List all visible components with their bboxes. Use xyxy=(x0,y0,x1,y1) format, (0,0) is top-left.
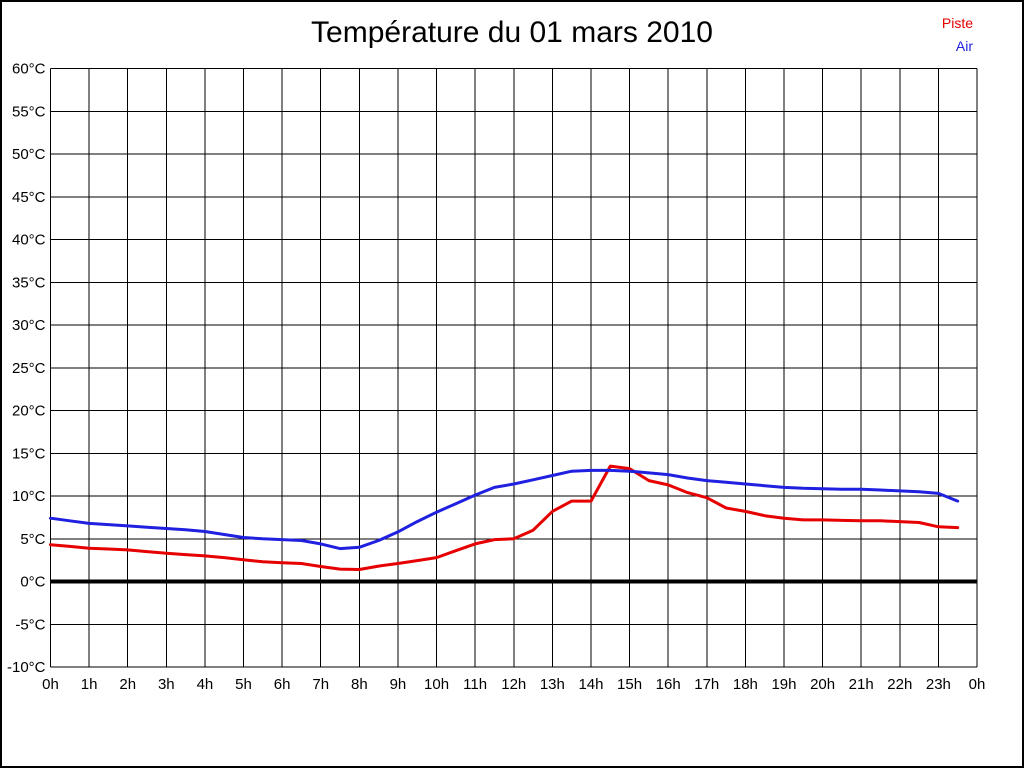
y-tick-label: 0°C xyxy=(20,574,45,591)
chart-title: Température du 01 mars 2010 xyxy=(311,16,713,49)
x-axis-labels: 0h 1h 2h 3h 4h 5h 6h 7h 8h 9h 10h 11h 12h 13h 14h 15h 16… xyxy=(42,676,985,693)
y-tick-label: 40°C xyxy=(12,232,46,249)
y-axis-labels: 60°C 55°C 50°C 45°C 40°C 35°C 30°C 25°C 20°C 15°C… xyxy=(7,61,46,677)
x-tick-label: 3h xyxy=(158,676,175,693)
y-tick-label: -10°C xyxy=(7,659,46,676)
air-line xyxy=(49,468,960,551)
piste-line xyxy=(49,464,960,571)
x-tick-label: 8h xyxy=(351,676,368,693)
x-tick-label: 4h xyxy=(197,676,214,693)
y-tick-label: 50°C xyxy=(12,146,46,163)
x-tick-label: 7h xyxy=(312,676,329,693)
x-tick-label: 11h xyxy=(463,676,487,693)
legend: Piste Air xyxy=(942,12,973,58)
x-tick-label: 0h xyxy=(42,676,59,693)
x-tick-label: 14h xyxy=(578,676,603,693)
x-tick-label: 21h xyxy=(849,676,874,693)
x-tick-label: 0h xyxy=(969,676,986,693)
x-tick-label: 5h xyxy=(235,676,252,693)
legend-item-air: Air xyxy=(955,38,973,54)
x-tick-label: 15h xyxy=(617,676,642,693)
x-tick-label: 1h xyxy=(81,676,98,693)
y-tick-label: 25°C xyxy=(12,360,46,377)
x-tick-label: 9h xyxy=(390,676,407,693)
y-tick-label: 45°C xyxy=(12,189,46,206)
x-tick-label: 6h xyxy=(274,676,291,693)
x-tick-label: 12h xyxy=(501,676,526,693)
y-tick-label: 55°C xyxy=(12,103,46,120)
x-tick-label: 16h xyxy=(656,676,681,693)
x-tick-label: 13h xyxy=(540,676,565,693)
x-tick-label: 20h xyxy=(810,676,835,693)
y-tick-label: 30°C xyxy=(12,317,46,334)
x-tick-label: 2h xyxy=(119,676,136,693)
y-tick-label: 10°C xyxy=(12,488,46,505)
x-tick-label: 17h xyxy=(694,676,719,693)
y-tick-label: 15°C xyxy=(12,445,46,462)
x-tick-label: 23h xyxy=(926,676,951,693)
x-tick-label: 18h xyxy=(733,676,758,693)
y-tick-label: 5°C xyxy=(20,531,45,548)
y-tick-label: 35°C xyxy=(12,274,46,291)
legend-item-piste: Piste xyxy=(941,15,973,31)
grid xyxy=(50,68,978,668)
y-tick-label: -5°C xyxy=(15,616,45,633)
x-tick-label: 22h xyxy=(887,676,912,693)
x-tick-label: 10h xyxy=(424,676,449,693)
y-tick-label: 60°C xyxy=(12,61,46,78)
y-tick-label: 20°C xyxy=(12,403,46,420)
x-tick-label: 19h xyxy=(771,676,796,693)
